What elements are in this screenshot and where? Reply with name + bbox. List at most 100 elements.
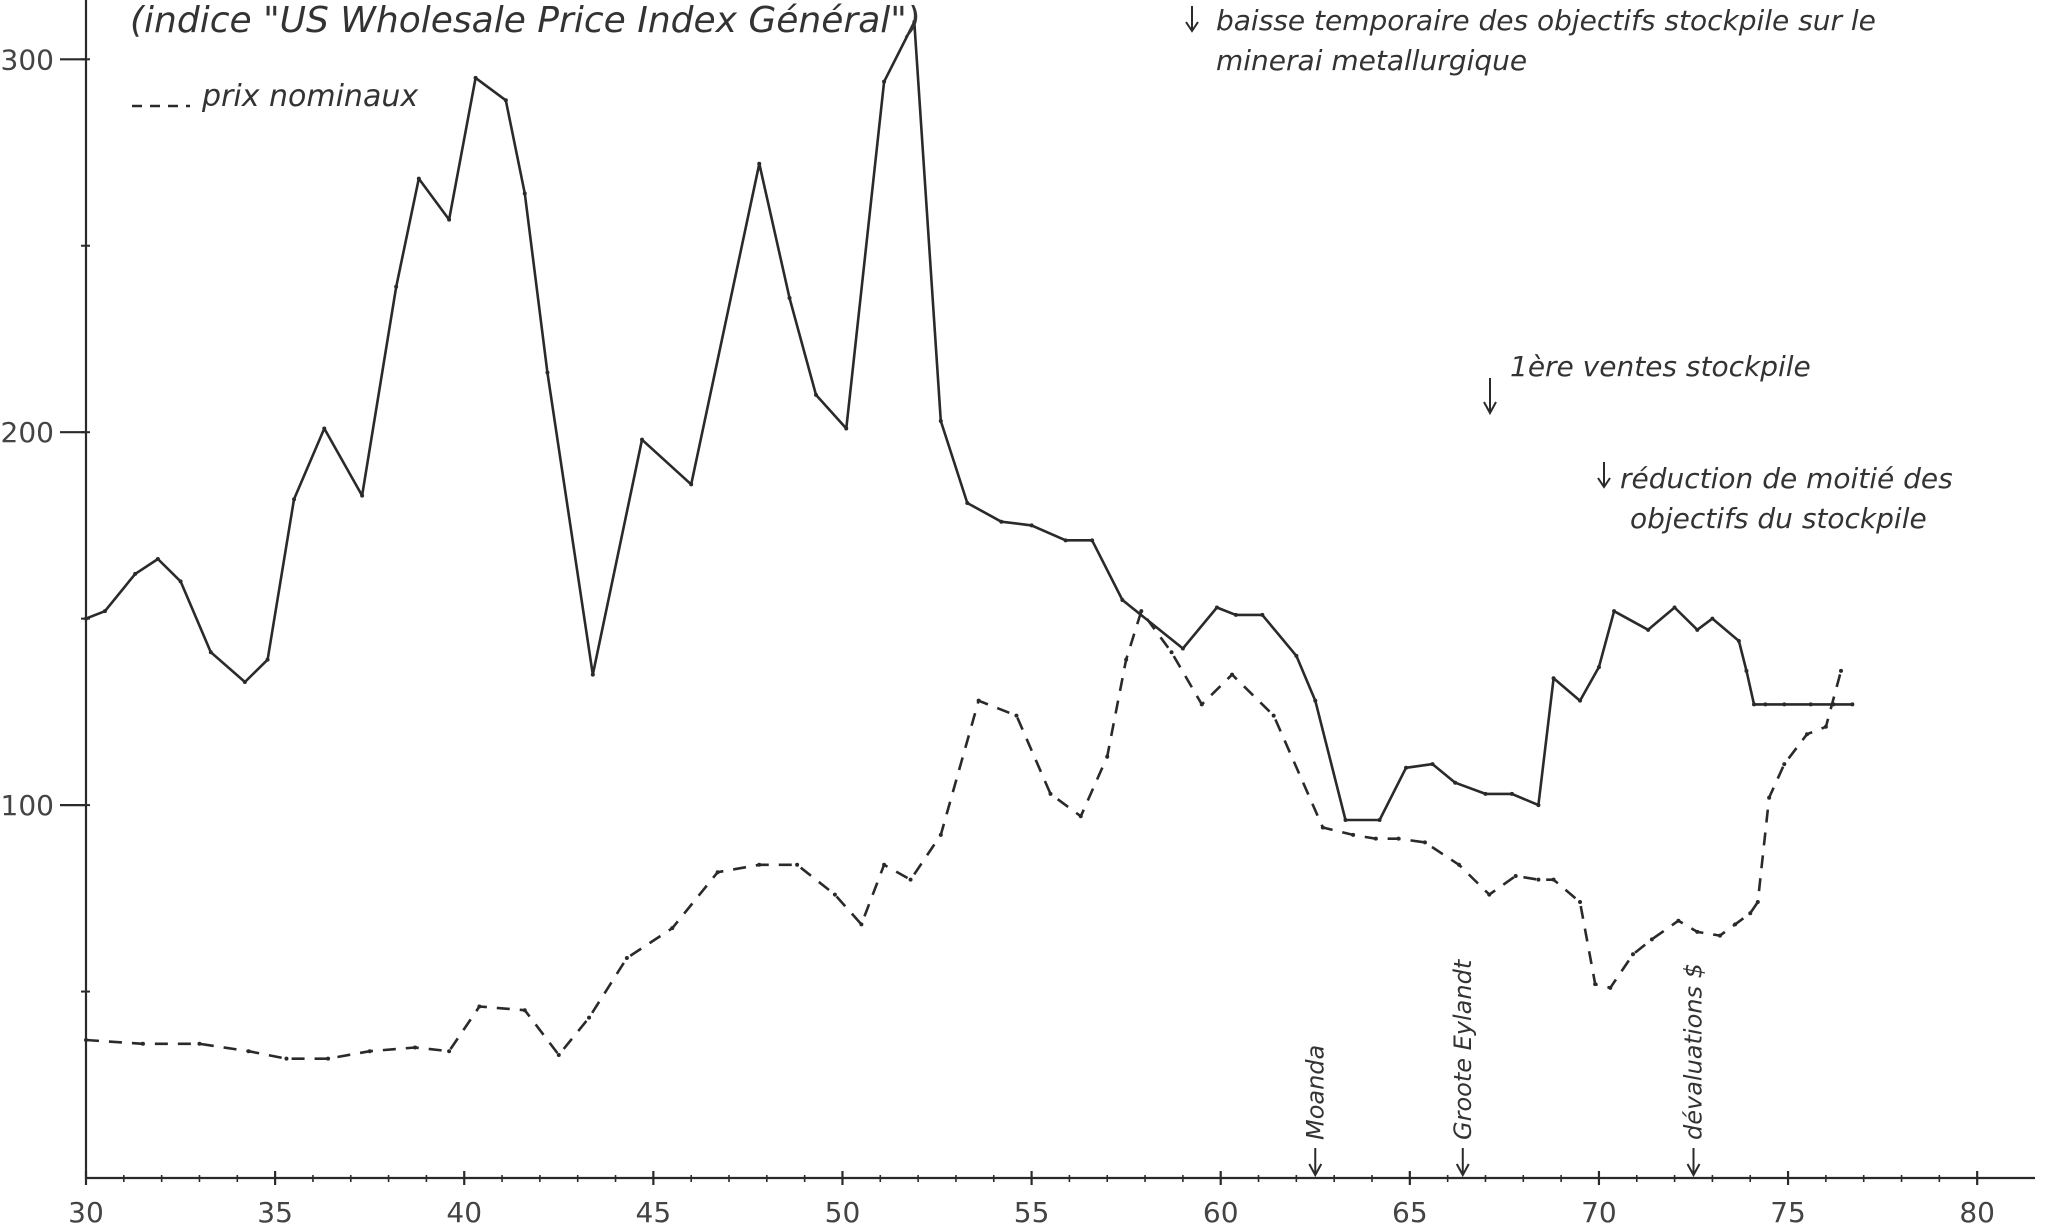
- nominal-price-point: [284, 1056, 289, 1061]
- real-price-point: [208, 650, 213, 655]
- real-price-point: [178, 579, 183, 584]
- y-tick-label: 300: [1, 43, 54, 76]
- nominal-price-point: [795, 862, 800, 867]
- nominal-price-point: [1422, 840, 1427, 845]
- x-tick-label: 45: [636, 1196, 672, 1229]
- x-tick-label: 65: [1392, 1196, 1428, 1229]
- real-price-point: [1536, 803, 1541, 808]
- nominal-price-point: [197, 1041, 202, 1046]
- real-price-point: [1090, 538, 1095, 543]
- x-tick-label: 50: [825, 1196, 861, 1229]
- real-price-point: [1752, 702, 1757, 707]
- nominal-price-point: [84, 1038, 88, 1043]
- nominal-price-point: [1578, 900, 1583, 905]
- nominal-price-point: [670, 926, 675, 931]
- real-price-point: [640, 437, 645, 442]
- annotation-arrowhead-baisse: [1185, 21, 1199, 33]
- nominal-price-point: [624, 955, 629, 960]
- real-price-point: [1850, 702, 1855, 707]
- real-price-point: [813, 392, 818, 397]
- real-price-point: [1551, 676, 1556, 681]
- y-tick-label: 100: [1, 789, 54, 822]
- nominal-price-point: [859, 922, 864, 927]
- nominal-price-point: [1513, 873, 1518, 878]
- real-price-point: [882, 79, 887, 84]
- nominal-price-point: [1649, 937, 1654, 942]
- real-price-point: [1736, 639, 1741, 644]
- nominal-price-point: [1271, 713, 1276, 718]
- real-price-point: [522, 191, 527, 196]
- real-price-point: [394, 284, 399, 289]
- nominal-price-point: [1593, 982, 1598, 987]
- nominal-price-point: [522, 1008, 527, 1013]
- real-price-point: [1453, 780, 1458, 785]
- real-price-point: [1695, 627, 1700, 632]
- x-tick-label: 35: [257, 1196, 293, 1229]
- nominal-price-point: [1105, 754, 1110, 759]
- real-price-point: [1233, 612, 1238, 617]
- annotation-text-reduction-line2: objectifs du stockpile: [1630, 502, 1927, 535]
- nominal-price-point: [1487, 892, 1492, 897]
- x-tick-label: 75: [1770, 1196, 1806, 1229]
- nominal-price-point: [556, 1052, 561, 1057]
- real-price-point: [844, 426, 849, 431]
- nominal-price-point: [1536, 877, 1541, 882]
- real-price-point: [912, 20, 917, 24]
- real-price-point: [322, 426, 327, 431]
- nominal-price-point: [587, 1015, 592, 1020]
- x-tick-label: 55: [1014, 1196, 1050, 1229]
- real-price-point: [1214, 605, 1219, 610]
- nominal-price-point: [477, 1004, 482, 1009]
- event-label: Groote Eylandt: [1449, 958, 1477, 1140]
- real-price-point: [1260, 612, 1265, 617]
- nominal-price-point: [367, 1049, 372, 1054]
- real-price-point: [545, 370, 550, 375]
- x-tick-label: 60: [1203, 1196, 1239, 1229]
- x-tick-label: 80: [1959, 1196, 1995, 1229]
- annotation-text-baisse-line1: baisse temporaire des objectifs stockpil…: [1216, 4, 1876, 37]
- real-price-point: [155, 556, 160, 561]
- nominal-price-point: [1078, 814, 1083, 819]
- nominal-price-point: [938, 832, 943, 837]
- event-markers: Moanda Groote Eylandt dévaluations $: [1301, 958, 1708, 1178]
- annotation-arrowhead-reduction: [1597, 477, 1611, 489]
- real-price-point: [1646, 627, 1651, 632]
- real-price-point: [102, 609, 107, 614]
- real-price-point: [1763, 702, 1768, 707]
- nominal-price-point: [1676, 918, 1681, 923]
- annotation-reduction: réduction de moitié des objectifs du sto…: [1597, 462, 1953, 535]
- x-tick-label: 30: [68, 1196, 104, 1229]
- event-arrowhead: [1686, 1163, 1701, 1178]
- annotation-baisse: baisse temporaire des objectifs stockpil…: [1185, 4, 1876, 77]
- real-price-point: [1808, 702, 1813, 707]
- nominal-price-point: [326, 1056, 331, 1061]
- nominal-price-point: [1755, 900, 1760, 905]
- y-tick-label: 200: [1, 416, 54, 449]
- nominal-price-point: [1230, 672, 1235, 677]
- x-tick-group: 30 35 40 45 50 55 60 65 70 75 80: [68, 1171, 1995, 1229]
- real-price-point: [938, 419, 943, 424]
- nominal-price-point: [447, 1049, 452, 1054]
- nominal-price-point: [246, 1049, 251, 1054]
- annotation-ventes: 1ère ventes stockpile: [1483, 350, 1811, 416]
- real-price-point: [1672, 605, 1677, 610]
- chart-title: (indice "US Wholesale Price Index Généra…: [130, 0, 921, 41]
- nominal-price-point: [882, 862, 887, 867]
- series-real-price-points: [84, 20, 1855, 823]
- nominal-price-point: [1456, 862, 1461, 867]
- annotation-text-ventes: 1ère ventes stockpile: [1510, 350, 1811, 383]
- nominal-price-point: [1733, 922, 1738, 927]
- real-price-point: [1430, 762, 1435, 767]
- annotation-arrowhead-ventes: [1483, 401, 1497, 416]
- nominal-price-point: [1767, 795, 1772, 800]
- nominal-price-point: [715, 870, 720, 875]
- nominal-price-point: [908, 877, 913, 882]
- nominal-price-point: [1124, 657, 1129, 662]
- real-price-point: [1483, 791, 1488, 796]
- nominal-price-point: [413, 1045, 418, 1050]
- nominal-price-point: [1014, 713, 1019, 718]
- x-tick-label: 70: [1581, 1196, 1617, 1229]
- real-price-point: [999, 519, 1004, 524]
- nominal-price-point: [1320, 825, 1325, 830]
- nominal-price-point: [1823, 724, 1828, 729]
